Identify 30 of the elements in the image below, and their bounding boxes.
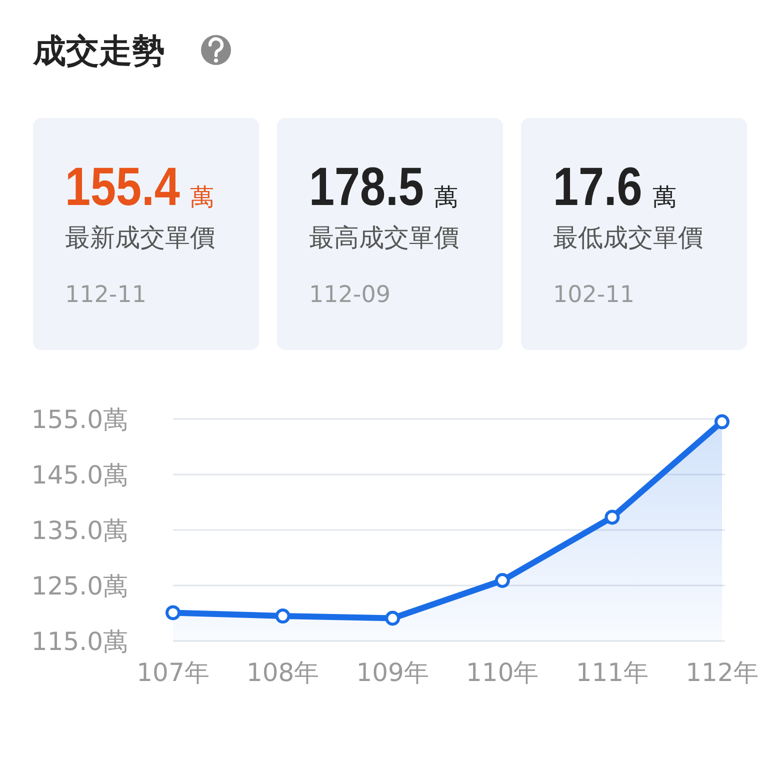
x-tick-label: 107年 xyxy=(136,658,210,687)
x-tick-label: 108年 xyxy=(246,658,320,687)
point xyxy=(166,605,180,620)
text: 155.4 xyxy=(65,156,180,217)
text: 178.5 xyxy=(309,156,424,217)
point xyxy=(604,510,620,525)
x-tick-label: 109年 xyxy=(356,658,429,687)
x-tick-label: 112年 xyxy=(686,658,758,687)
point xyxy=(275,608,290,624)
point xyxy=(494,573,510,588)
y-tick-label: 155.0萬 xyxy=(31,405,128,434)
text: 成交走勢 xyxy=(32,31,165,70)
point xyxy=(385,610,400,626)
y-tick-label: 125.0萬 xyxy=(31,572,128,600)
text: 112-09 xyxy=(309,282,390,308)
text: 17.6 xyxy=(553,156,642,217)
y-tick-label: 135.0萬 xyxy=(31,516,128,545)
y-tick-label: 115.0萬 xyxy=(31,627,128,656)
point xyxy=(714,414,730,430)
text: 萬 xyxy=(190,183,214,211)
x-tick-label: 111年 xyxy=(576,658,649,687)
text: 最高成交單價 xyxy=(309,223,459,252)
text: 112-11 xyxy=(65,282,146,308)
y-tick-label: 145.0萬 xyxy=(31,460,128,490)
text: 萬 xyxy=(652,183,676,211)
text: 102-11 xyxy=(553,282,634,308)
text: 萬 xyxy=(434,183,458,211)
text: 最低成交單價 xyxy=(553,223,703,252)
x-tick-label: 110年 xyxy=(466,658,539,687)
text: 最新成交單價 xyxy=(65,223,215,252)
